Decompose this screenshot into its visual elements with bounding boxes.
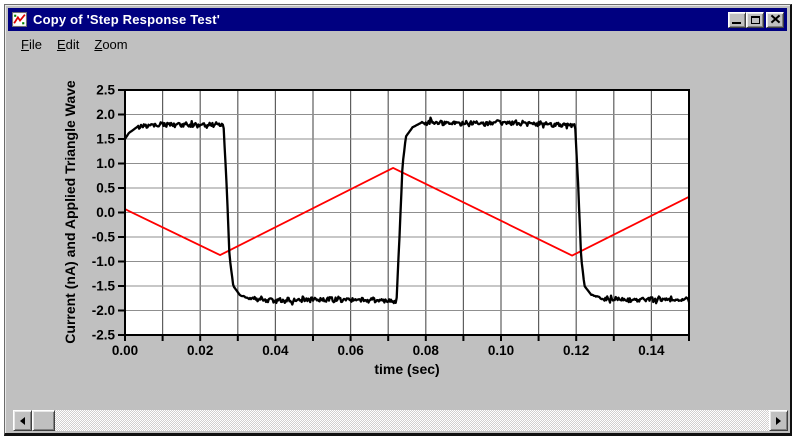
- arrow-right-icon: [776, 416, 781, 425]
- window-title: Copy of 'Step Response Test': [33, 12, 221, 27]
- window-controls: [728, 11, 784, 28]
- horizontal-scrollbar[interactable]: [13, 410, 788, 431]
- menu-item-file[interactable]: File: [21, 37, 42, 52]
- title-bar[interactable]: Copy of 'Step Response Test': [8, 8, 787, 31]
- x-axis-title: time (sec): [374, 361, 440, 377]
- scrollbar-thumb[interactable]: [32, 410, 55, 431]
- minimize-button[interactable]: [728, 11, 746, 28]
- y-axis-title: Current (nA) and Applied Triangle Wave: [62, 80, 78, 344]
- menu-item-edit[interactable]: Edit: [56, 37, 80, 52]
- scroll-right-button[interactable]: [769, 410, 788, 431]
- close-icon: [770, 14, 781, 24]
- close-button[interactable]: [766, 11, 784, 28]
- scrollbar-track[interactable]: [55, 410, 769, 431]
- maximize-icon: [750, 15, 760, 24]
- app-chart-icon: [12, 12, 27, 27]
- minimize-icon: [732, 21, 741, 24]
- maximize-button[interactable]: [746, 11, 764, 28]
- scroll-left-button[interactable]: [13, 410, 32, 431]
- arrow-left-icon: [20, 416, 25, 425]
- menu-bar: File Edit Zoom: [7, 34, 787, 55]
- menu-item-zoom[interactable]: Zoom: [94, 37, 128, 52]
